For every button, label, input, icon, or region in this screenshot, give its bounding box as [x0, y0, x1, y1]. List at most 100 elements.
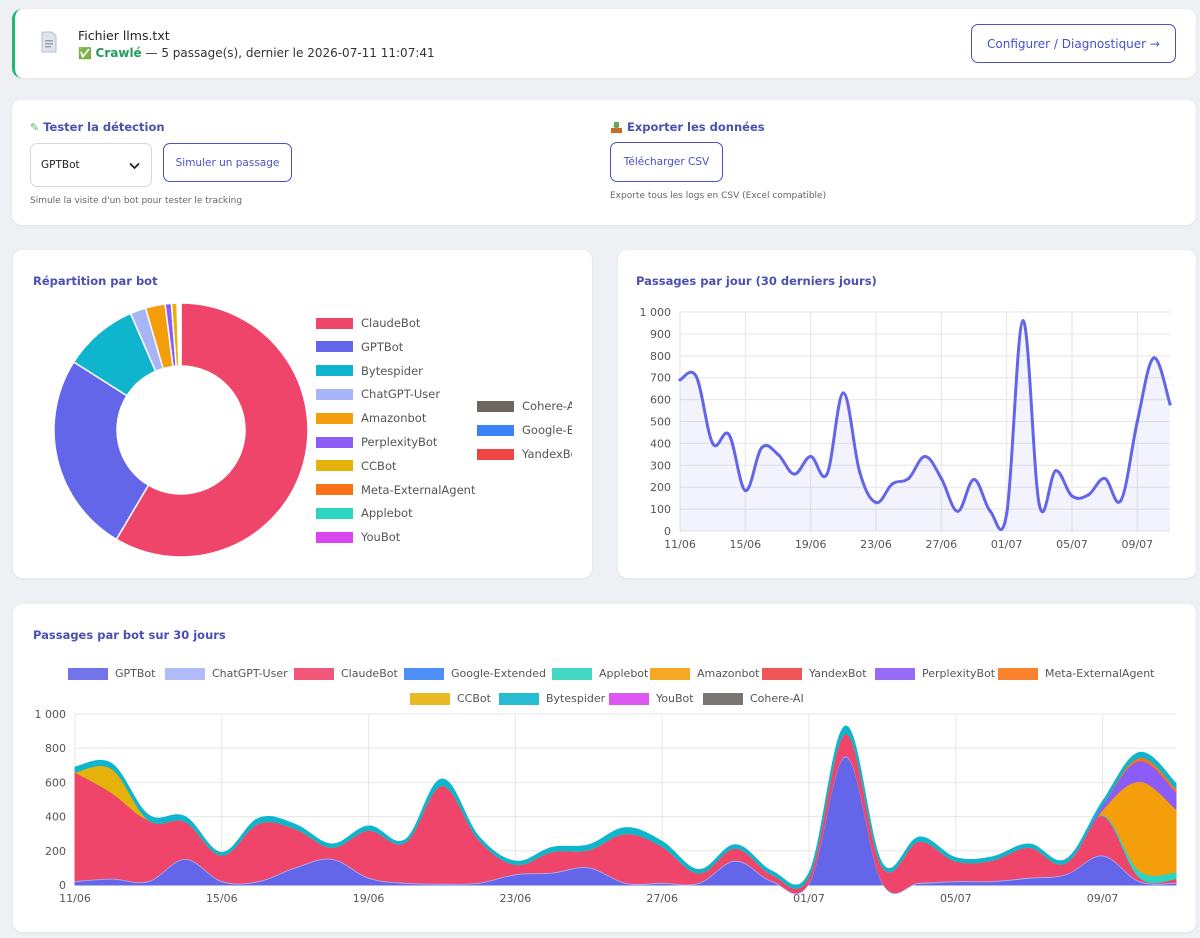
legend-swatch	[294, 667, 334, 680]
donut-legend-item[interactable]: CCBot	[316, 459, 397, 473]
area-legend-item[interactable]: Meta-ExternalAgent	[998, 667, 1154, 680]
data-point	[972, 477, 976, 482]
y-tick-label: 700	[650, 372, 671, 385]
x-tick-label: 23/06	[860, 538, 892, 551]
legend-label: PerplexityBot	[922, 667, 996, 680]
legend-label: CCBot	[457, 692, 491, 705]
legend-swatch	[316, 484, 353, 496]
data-point	[874, 500, 878, 505]
area-legend-item[interactable]: Amazonbot	[650, 667, 759, 680]
data-point	[939, 476, 943, 481]
legend-swatch	[650, 667, 690, 680]
simulate-visit-button[interactable]: Simuler un passage	[163, 143, 292, 182]
legend-label: Bytespider	[361, 363, 423, 378]
donut-title: Répartition par bot	[33, 274, 158, 288]
legend-label: YandexBot	[809, 667, 867, 680]
donut-legend-item[interactable]: YouBot	[316, 530, 400, 544]
donut-legend-item[interactable]: Applebot	[316, 506, 413, 520]
legend-label: Applebot	[361, 506, 413, 521]
legend-label: GPTBot	[361, 339, 404, 354]
legend-swatch	[875, 667, 915, 680]
legend-label: Cohere-AI	[750, 692, 804, 705]
bot-distribution-card: Répartition par bot ClaudeBot GPTBot Bytes…	[13, 250, 592, 578]
data-point	[809, 454, 813, 459]
tools-card: ✎ Tester la détection GPTBot Simuler un …	[12, 100, 1196, 225]
inbox-tray-icon	[611, 121, 622, 133]
data-point	[1152, 356, 1156, 360]
crawl-status: ✅ Crawlé — 5 passage(s), dernier le 2026…	[78, 46, 435, 60]
llms-file-title: Fichier llms.txt	[78, 28, 170, 43]
area-legend-item[interactable]: YouBot	[609, 692, 694, 705]
bot-select[interactable]: GPTBot	[30, 143, 152, 187]
area-legend-item[interactable]: CCBot	[410, 692, 491, 705]
legend-label: ClaudeBot	[361, 316, 421, 330]
configure-diagnose-button[interactable]: Configurer / Diagnostiquer →	[971, 24, 1176, 63]
daily-visits-line-chart: 0 100 200 300 400 500 600 700 800 900 1 000 11/06 15…	[640, 306, 1172, 551]
legend-label: ChatGPT-User	[212, 667, 288, 680]
data-point	[907, 476, 911, 481]
legend-swatch	[477, 448, 514, 460]
y-tick-label: 800	[650, 350, 671, 363]
x-tick-label: 15/06	[206, 892, 238, 905]
legend-swatch	[316, 531, 353, 543]
legend-swatch	[316, 317, 353, 329]
area-legend-item[interactable]: Bytespider	[499, 692, 605, 705]
data-point	[858, 470, 862, 474]
donut-legend-item[interactable]: GPTBot	[316, 340, 403, 354]
data-point	[988, 509, 992, 513]
legend-swatch	[703, 692, 743, 705]
data-point	[923, 454, 927, 459]
check-icon: ✅	[78, 47, 92, 60]
llms-file-card: Fichier llms.txt ✅ Crawlé — 5 passage(s)…	[12, 9, 1196, 78]
x-tick-label: 27/06	[646, 892, 678, 905]
area-legend-item[interactable]: PerplexityBot	[875, 667, 995, 680]
donut-legend-item[interactable]: YandexBot	[477, 447, 572, 461]
bot-select-value: GPTBot	[41, 159, 80, 171]
crawl-status-detail: — 5 passage(s), dernier le 2026-07-11 11…	[145, 46, 435, 60]
donut-legend-item[interactable]: ChatGPT-User	[316, 387, 440, 401]
area-legend-item[interactable]: YandexBot	[762, 667, 867, 680]
x-tick-label: 11/06	[59, 892, 91, 905]
legend-label: Cohere-AI	[522, 399, 572, 413]
donut-legend-item[interactable]: Meta-ExternalAgent	[316, 483, 475, 497]
legend-label: Meta-ExternalAgent	[361, 482, 476, 497]
area-legend-item[interactable]: ChatGPT-User	[165, 667, 288, 680]
legend-swatch	[998, 667, 1038, 680]
donut-legend-item[interactable]: ClaudeBot	[316, 316, 420, 330]
visits-by-bot-card: Passages par bot sur 30 jours GPTBot Chat…	[13, 604, 1196, 932]
donut-legend-item[interactable]: Cohere-AI	[477, 399, 572, 413]
legend-swatch	[316, 365, 353, 377]
x-tick-label: 11/06	[664, 538, 696, 551]
legend-swatch	[477, 400, 514, 412]
x-tick-label: 01/07	[991, 538, 1023, 551]
data-point	[760, 446, 764, 450]
x-tick-label: 15/06	[729, 538, 761, 551]
y-tick-label: 0	[59, 879, 66, 892]
data-point	[1005, 511, 1009, 516]
legend-label: YouBot	[361, 530, 401, 545]
legend-swatch	[316, 388, 353, 400]
x-tick-label: 05/07	[940, 892, 972, 905]
donut-legend-item[interactable]: PerplexityBot	[316, 435, 437, 449]
donut-legend-item[interactable]: Google-Extended	[477, 423, 572, 437]
legend-label: Amazonbot	[697, 667, 760, 680]
area-legend-item[interactable]: Google-Extended	[404, 667, 546, 680]
data-point	[841, 391, 845, 395]
donut-legend-item[interactable]: Bytespider	[316, 364, 423, 378]
donut-chart	[53, 302, 309, 558]
y-tick-label: 500	[650, 416, 671, 429]
area-legend-item[interactable]: GPTBot	[68, 667, 155, 680]
data-point	[1037, 503, 1041, 507]
area-legend-item[interactable]: Applebot	[552, 667, 648, 680]
area-legend-item[interactable]: Cohere-AI	[703, 692, 804, 705]
area-legend-item[interactable]: ClaudeBot	[294, 667, 398, 680]
donut-legend-item[interactable]: Amazonbot	[316, 411, 426, 425]
legend-label: YandexBot	[522, 447, 572, 461]
download-csv-button[interactable]: Télécharger CSV	[610, 142, 723, 182]
document-icon	[41, 31, 57, 53]
y-tick-label: 300	[650, 459, 671, 472]
legend-swatch	[404, 667, 444, 680]
y-tick-label: 900	[650, 328, 671, 341]
area-series-bytespider	[74, 725, 1177, 889]
legend-swatch	[316, 341, 353, 353]
